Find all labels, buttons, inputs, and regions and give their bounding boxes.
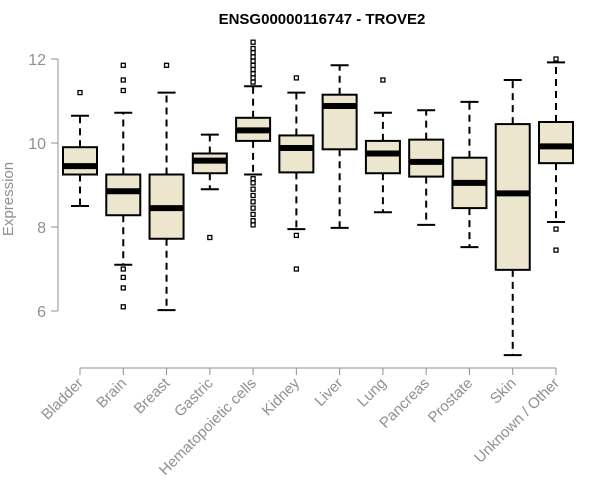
x-tick-label: Prostate (425, 375, 477, 427)
x-tick-label: Liver (311, 375, 346, 410)
box-iqr (105, 173, 142, 217)
outlier-point (380, 77, 386, 83)
box-iqr (278, 134, 315, 174)
box-group (408, 109, 445, 226)
outlier-point (250, 176, 256, 182)
outlier-point (293, 266, 300, 272)
outlier-point (250, 45, 256, 52)
x-tick-label: Breast (131, 374, 174, 417)
outlier-point (250, 54, 256, 60)
box-group (451, 100, 488, 249)
outlier-point (77, 89, 83, 96)
outlier-point (250, 58, 256, 64)
outlier-point (553, 56, 559, 62)
x-tick-label: Kidney (259, 374, 304, 419)
outlier-point (250, 192, 256, 199)
outlier-point (250, 66, 256, 73)
box-group (148, 62, 185, 312)
outlier-point (553, 247, 559, 253)
box-group (278, 75, 315, 272)
box-iqr (62, 146, 98, 176)
outlier-point (120, 62, 126, 68)
outlier-point (553, 226, 559, 232)
box-group (538, 56, 574, 253)
outlier-point (120, 87, 126, 94)
y-tick-label: 6 (37, 304, 46, 321)
box-group (494, 79, 531, 357)
outlier-point (250, 211, 256, 218)
outlier-point (163, 62, 170, 68)
y-axis: 6 8 10 12 (28, 52, 59, 321)
chart-title: ENSG00000116747 - TROVE2 (219, 11, 426, 28)
box-group (62, 89, 98, 207)
outlier-point (120, 77, 126, 83)
outlier-point (250, 205, 256, 211)
y-tick-label: 12 (28, 52, 46, 69)
box-group (235, 39, 272, 228)
outlier-point (250, 199, 256, 205)
box-group (105, 62, 142, 310)
outlier-point (250, 75, 256, 81)
box-iqr (364, 139, 401, 175)
y-axis-label: Expression (0, 162, 17, 236)
y-tick-label: 10 (28, 136, 46, 153)
outlier-point (120, 274, 126, 281)
x-tick-label: Lung (354, 375, 390, 411)
outlier-point (250, 39, 256, 45)
outlier-point (120, 266, 126, 272)
outlier-point (250, 50, 256, 56)
outlier-point (293, 75, 300, 81)
outlier-point (250, 62, 256, 68)
x-tick-label: Brain (93, 375, 130, 412)
outlier-point (207, 234, 213, 241)
box-group (321, 64, 358, 229)
outlier-point (250, 222, 256, 228)
boxes-layer (62, 39, 574, 357)
outlier-point (120, 304, 126, 310)
x-tick-label: Skin (487, 375, 520, 408)
box-iqr (408, 138, 445, 178)
outlier-point (250, 180, 256, 186)
outlier-point (250, 79, 256, 85)
box-group (191, 133, 228, 241)
outlier-point (250, 71, 256, 77)
outlier-point (250, 218, 256, 224)
box-iqr (538, 121, 574, 165)
box-group (364, 77, 401, 214)
x-tick-label: Bladder (38, 375, 87, 424)
y-tick-label: 8 (37, 220, 46, 237)
outlier-point (293, 232, 300, 239)
box-iqr (494, 123, 531, 271)
outlier-point (120, 285, 126, 291)
box-iqr (321, 93, 358, 151)
outlier-point (250, 186, 256, 192)
